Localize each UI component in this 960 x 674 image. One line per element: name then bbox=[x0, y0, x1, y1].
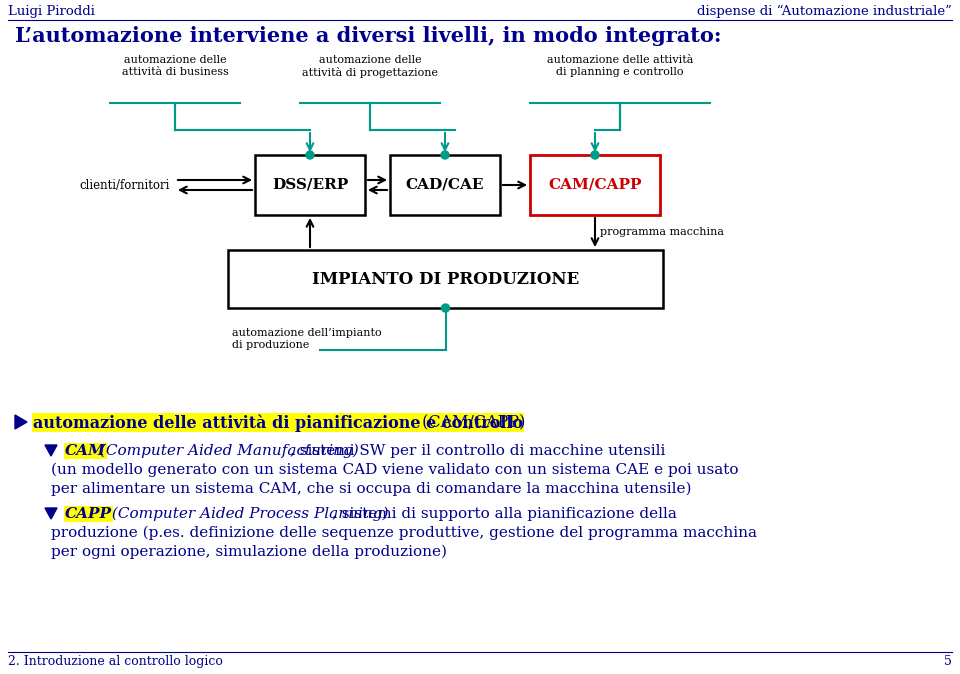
Text: automazione dell’impianto
di produzione: automazione dell’impianto di produzione bbox=[232, 328, 382, 350]
Text: 2. Introduzione al controllo logico: 2. Introduzione al controllo logico bbox=[8, 655, 223, 668]
Bar bbox=[228, 250, 663, 308]
Text: CAD/CAE: CAD/CAE bbox=[406, 178, 484, 192]
Text: Luigi Piroddi: Luigi Piroddi bbox=[8, 5, 95, 18]
Text: programma macchina: programma macchina bbox=[600, 227, 724, 237]
Text: clienti/fornitori: clienti/fornitori bbox=[80, 179, 170, 191]
Circle shape bbox=[441, 151, 449, 159]
Text: IMPIANTO DI PRODUZIONE: IMPIANTO DI PRODUZIONE bbox=[312, 270, 579, 288]
Circle shape bbox=[306, 151, 314, 159]
Text: dispense di “Automazione industriale”: dispense di “Automazione industriale” bbox=[697, 5, 952, 18]
Text: per ogni operazione, simulazione della produzione): per ogni operazione, simulazione della p… bbox=[51, 545, 447, 559]
Text: (Computer Aided Manufacturing): (Computer Aided Manufacturing) bbox=[95, 444, 359, 458]
Text: CAPP: CAPP bbox=[65, 507, 112, 521]
Text: L’automazione interviene a diversi livelli, in modo integrato:: L’automazione interviene a diversi livel… bbox=[15, 26, 722, 46]
Circle shape bbox=[442, 304, 449, 312]
Polygon shape bbox=[45, 508, 57, 519]
Text: , sistemi SW per il controllo di macchine utensili: , sistemi SW per il controllo di macchin… bbox=[290, 444, 665, 458]
Text: automazione delle attività di pianificazione e controllo: automazione delle attività di pianificaz… bbox=[33, 414, 523, 431]
Text: , sistemi di supporto alla pianificazione della: , sistemi di supporto alla pianificazion… bbox=[332, 507, 677, 521]
Text: 5: 5 bbox=[944, 655, 952, 668]
Text: automazione delle attività
di planning e controllo: automazione delle attività di planning e… bbox=[547, 55, 693, 77]
Text: per alimentare un sistema CAM, che si occupa di comandare la macchina utensile): per alimentare un sistema CAM, che si oc… bbox=[51, 482, 691, 496]
Text: (un modello generato con un sistema CAD viene validato con un sistema CAE e poi : (un modello generato con un sistema CAD … bbox=[51, 463, 738, 477]
Text: produzione (p.es. definizione delle sequenze produttive, gestione del programma : produzione (p.es. definizione delle sequ… bbox=[51, 526, 757, 541]
Text: CAM/CAPP: CAM/CAPP bbox=[548, 178, 641, 192]
Text: automazione delle
attività di progettazione: automazione delle attività di progettazi… bbox=[302, 55, 438, 78]
Text: CAM: CAM bbox=[65, 444, 106, 458]
Bar bbox=[255, 155, 365, 215]
Bar bbox=[530, 155, 660, 215]
Text: (CAM/CAPP): (CAM/CAPP) bbox=[417, 414, 525, 431]
Polygon shape bbox=[45, 445, 57, 456]
Circle shape bbox=[591, 151, 599, 159]
Text: (Computer Aided Process Planning): (Computer Aided Process Planning) bbox=[107, 507, 389, 522]
Text: automazione delle
attività di business: automazione delle attività di business bbox=[122, 55, 228, 77]
Polygon shape bbox=[15, 415, 27, 429]
Text: DSS/ERP: DSS/ERP bbox=[272, 178, 348, 192]
Bar bbox=[390, 155, 500, 215]
